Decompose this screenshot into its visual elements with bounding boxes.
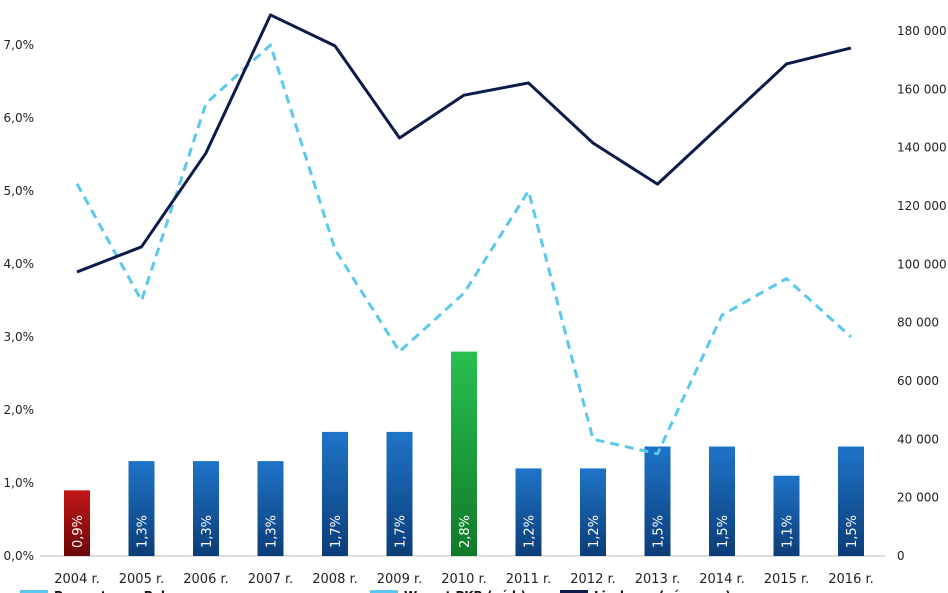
gdp-growth-dashed-line — [75, 43, 853, 456]
x-axis-tick: 2016 r. — [828, 572, 874, 587]
left-axis-tick: 3,0% — [4, 330, 35, 344]
right-axis-tick: 160 000 — [897, 82, 947, 96]
legend-swatch — [560, 590, 588, 593]
right-axis-tick: 40 000 — [897, 432, 939, 446]
right-axis-tick: 20 000 — [897, 491, 939, 505]
legend-label: Liczba ... (oś prawa) — [594, 589, 731, 593]
x-axis-tick: 2007 r. — [248, 572, 294, 587]
x-axis-tick: 2011 r. — [506, 572, 552, 587]
x-axis-tick: 2006 r. — [183, 572, 229, 587]
legend-swatch — [20, 590, 48, 593]
bar-data-label: 1,3% — [265, 515, 280, 548]
left-axis-tick: 5,0% — [4, 184, 35, 198]
count-solid-line — [76, 13, 852, 274]
bar — [128, 461, 155, 556]
bar — [386, 431, 413, 556]
right-axis-tick: 80 000 — [897, 316, 939, 330]
bar — [64, 490, 90, 556]
bar — [451, 351, 477, 556]
right-axis-tick: 100 000 — [897, 257, 947, 271]
bar — [838, 446, 864, 556]
left-axis-tick: 2,0% — [4, 403, 35, 417]
legend-label: Procent ... w Polsce — [54, 589, 187, 593]
bar-data-label: 1,1% — [781, 515, 796, 548]
bar-data-label: 1,5% — [652, 515, 667, 548]
bar-data-label: 1,3% — [136, 515, 151, 548]
left-axis-tick: 7,0% — [4, 38, 35, 52]
bar-data-label: 1,5% — [845, 515, 860, 548]
bar-data-label: 1,7% — [394, 515, 409, 548]
bar-data-label: 1,3% — [200, 515, 215, 548]
bar — [322, 431, 348, 556]
right-axis-tick: 60 000 — [897, 374, 939, 388]
right-axis-tick: 120 000 — [897, 199, 947, 213]
legend-swatch — [370, 590, 398, 593]
bar — [515, 468, 542, 556]
bar-data-label: 2,8% — [458, 515, 473, 548]
left-axis-tick: 6,0% — [4, 111, 35, 125]
right-axis-tick: 180 000 — [897, 24, 947, 38]
x-axis-tick: 2012 r. — [570, 572, 616, 587]
x-axis-tick: 2004 r. — [54, 572, 100, 587]
bar — [193, 461, 219, 556]
bar — [580, 468, 606, 556]
x-axis-tick: 2010 r. — [441, 572, 487, 587]
bar — [709, 446, 735, 556]
right-axis-tick: 0 — [897, 549, 905, 563]
x-axis-tick: 2009 r. — [377, 572, 423, 587]
x-axis-tick: 2005 r. — [119, 572, 165, 587]
right-axis-tick: 140 000 — [897, 141, 947, 155]
x-axis-tick: 2013 r. — [635, 572, 681, 587]
bar — [644, 446, 671, 556]
bar-data-label: 1,2% — [523, 515, 538, 548]
x-axis-tick: 2014 r. — [699, 572, 745, 587]
bar — [257, 461, 284, 556]
left-axis-tick: 1,0% — [4, 476, 35, 490]
bar-data-label: 0,9% — [71, 515, 86, 548]
x-axis-tick: 2008 r. — [312, 572, 358, 587]
legend-label: Wzrost PKB (oś l.) — [404, 589, 526, 593]
bar-data-label: 1,2% — [587, 515, 602, 548]
left-axis-tick: 4,0% — [4, 257, 35, 271]
bar-data-label: 1,5% — [716, 515, 731, 548]
bar-data-label: 1,7% — [329, 515, 344, 548]
x-axis-tick: 2015 r. — [764, 572, 810, 587]
bar — [773, 475, 800, 556]
left-axis-tick: 0,0% — [4, 549, 35, 563]
